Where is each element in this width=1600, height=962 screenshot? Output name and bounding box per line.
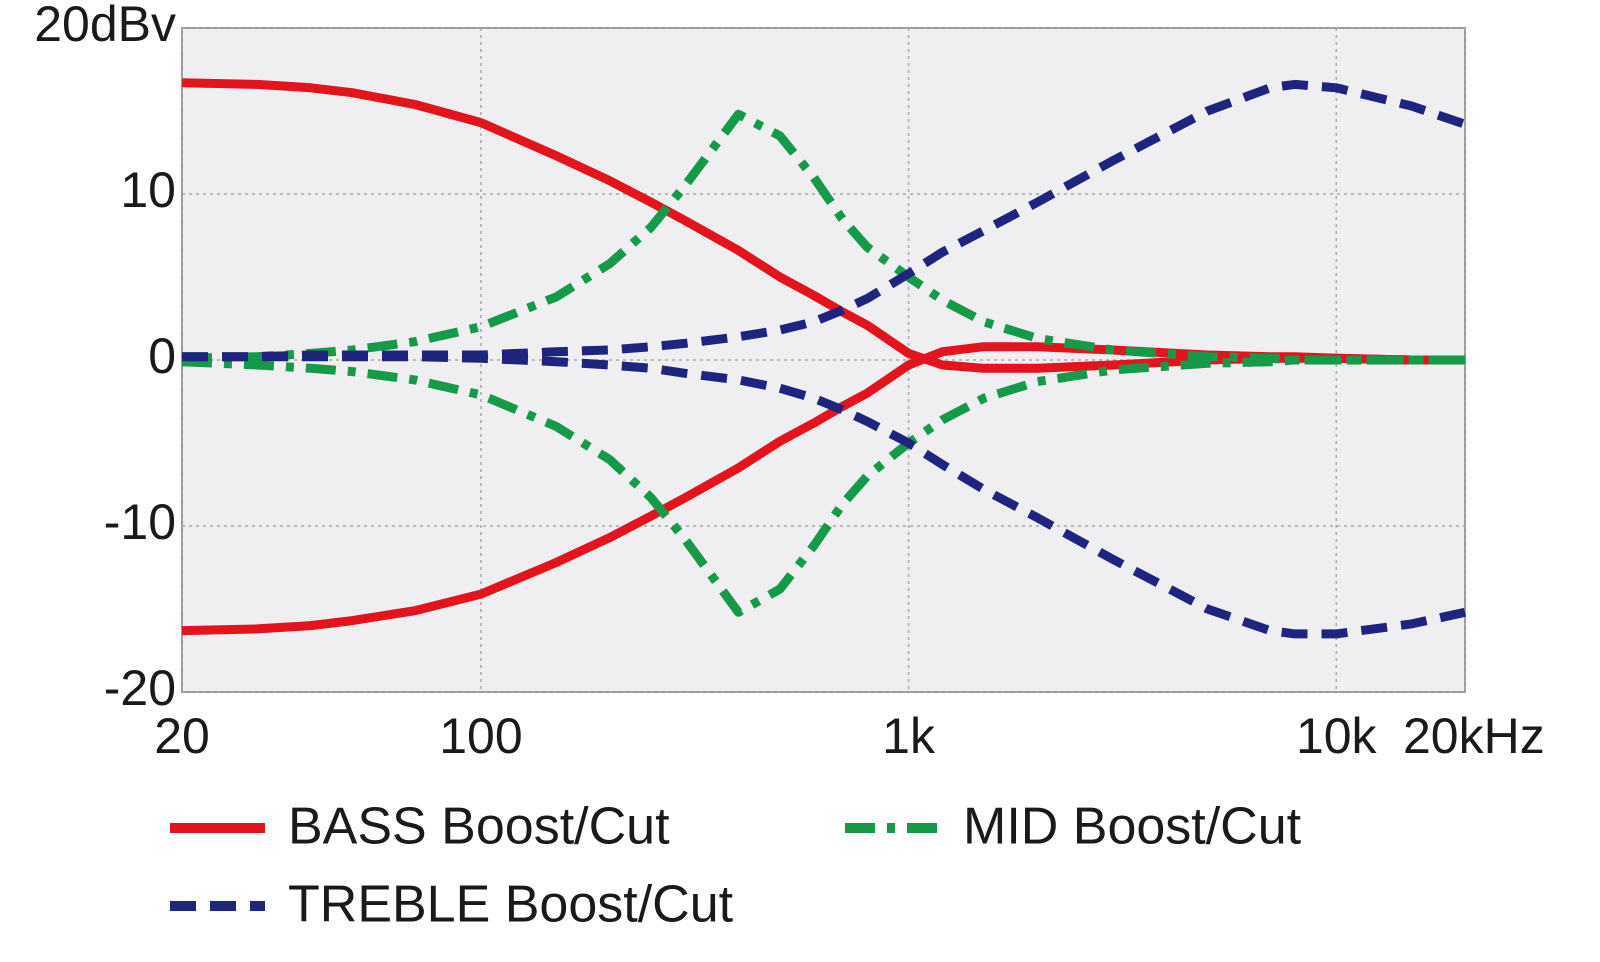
x-tick-label: 10k bbox=[1296, 708, 1378, 764]
y-tick-label: 10 bbox=[120, 162, 176, 218]
series-line bbox=[182, 352, 1466, 639]
series-line bbox=[181, 355, 1465, 617]
legend-label: TREBLE Boost/Cut bbox=[288, 876, 734, 934]
x-tick-label: 20kHz bbox=[1403, 708, 1545, 764]
legend-label: BASS Boost/Cut bbox=[288, 798, 670, 856]
x-tick-label: 100 bbox=[439, 708, 522, 764]
labels: -20 -10 0 10 20dBv 20 100 1k 10k 20kHz bbox=[34, 0, 1545, 764]
y-tick-label: -10 bbox=[104, 494, 176, 550]
y-tick-label: -20 bbox=[104, 660, 176, 716]
x-tick-label: 1k bbox=[882, 708, 936, 764]
legend-label: MID Boost/Cut bbox=[963, 798, 1302, 856]
y-tick-label: 0 bbox=[148, 328, 176, 384]
lines bbox=[181, 78, 1467, 639]
y-tick-label: 20dBv bbox=[34, 0, 176, 52]
legend: BASS Boost/Cut MID Boost/Cut TREBLE Boost/… bbox=[170, 798, 1302, 934]
x-tick-label: 20 bbox=[154, 708, 210, 764]
grid bbox=[181, 27, 1466, 693]
